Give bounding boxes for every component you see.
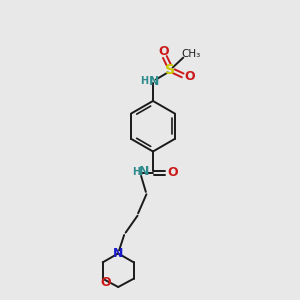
Text: O: O: [100, 276, 111, 290]
Text: S: S: [165, 63, 175, 77]
Text: H: H: [141, 76, 149, 86]
Text: N: N: [139, 165, 149, 178]
Text: H: H: [132, 167, 140, 177]
Text: O: O: [167, 167, 178, 179]
Text: O: O: [184, 70, 194, 83]
Text: O: O: [158, 45, 169, 58]
Text: CH₃: CH₃: [182, 49, 201, 59]
Text: N: N: [148, 75, 159, 88]
Text: N: N: [113, 247, 123, 260]
